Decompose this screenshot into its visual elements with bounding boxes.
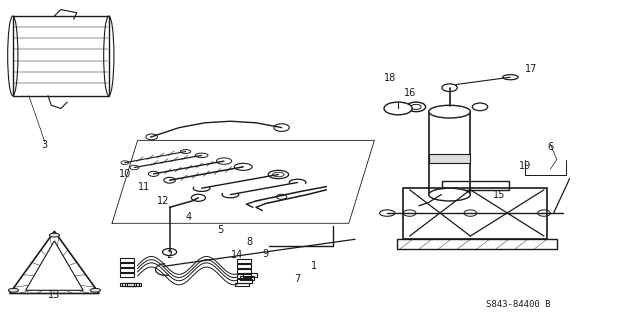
Bar	[237, 274, 251, 278]
Bar	[240, 276, 254, 280]
Text: 18: 18	[384, 73, 397, 83]
Ellipse shape	[8, 288, 19, 292]
Text: 14: 14	[230, 250, 243, 260]
Bar	[397, 239, 557, 249]
Ellipse shape	[406, 102, 426, 112]
Bar	[403, 188, 547, 239]
Bar	[442, 181, 509, 190]
Text: 19: 19	[518, 161, 531, 171]
Text: 2: 2	[166, 250, 173, 260]
Ellipse shape	[442, 84, 458, 92]
Text: 13: 13	[48, 290, 61, 300]
Bar	[237, 279, 252, 283]
Text: 4: 4	[186, 212, 192, 222]
Bar	[235, 283, 249, 286]
Bar	[120, 273, 134, 277]
Bar	[120, 268, 134, 272]
Ellipse shape	[90, 288, 100, 292]
Bar	[122, 283, 136, 286]
Bar	[120, 258, 134, 262]
Text: 7: 7	[294, 274, 301, 284]
Bar	[429, 153, 470, 163]
Bar	[237, 259, 251, 263]
Ellipse shape	[49, 233, 60, 237]
Bar	[125, 283, 139, 286]
Bar	[429, 112, 470, 195]
Ellipse shape	[429, 188, 470, 201]
Text: S843-84400 B: S843-84400 B	[486, 300, 551, 309]
Text: 5: 5	[218, 225, 224, 235]
Text: 11: 11	[138, 182, 150, 192]
Ellipse shape	[503, 75, 518, 80]
Ellipse shape	[472, 103, 488, 111]
Bar	[237, 269, 251, 273]
Text: 6: 6	[547, 142, 554, 152]
Bar	[120, 283, 134, 286]
Bar	[243, 273, 257, 277]
Text: 16: 16	[403, 87, 416, 98]
Bar	[120, 263, 134, 267]
Text: 12: 12	[157, 196, 170, 206]
Text: 9: 9	[262, 249, 269, 259]
Text: 3: 3	[42, 140, 48, 150]
Text: 1: 1	[310, 261, 317, 271]
Bar	[237, 264, 251, 268]
Ellipse shape	[384, 102, 412, 115]
Text: 15: 15	[493, 189, 506, 200]
Ellipse shape	[429, 105, 470, 118]
Bar	[127, 283, 141, 286]
Text: 17: 17	[525, 63, 538, 74]
Text: 10: 10	[118, 169, 131, 179]
Text: 8: 8	[246, 237, 253, 248]
